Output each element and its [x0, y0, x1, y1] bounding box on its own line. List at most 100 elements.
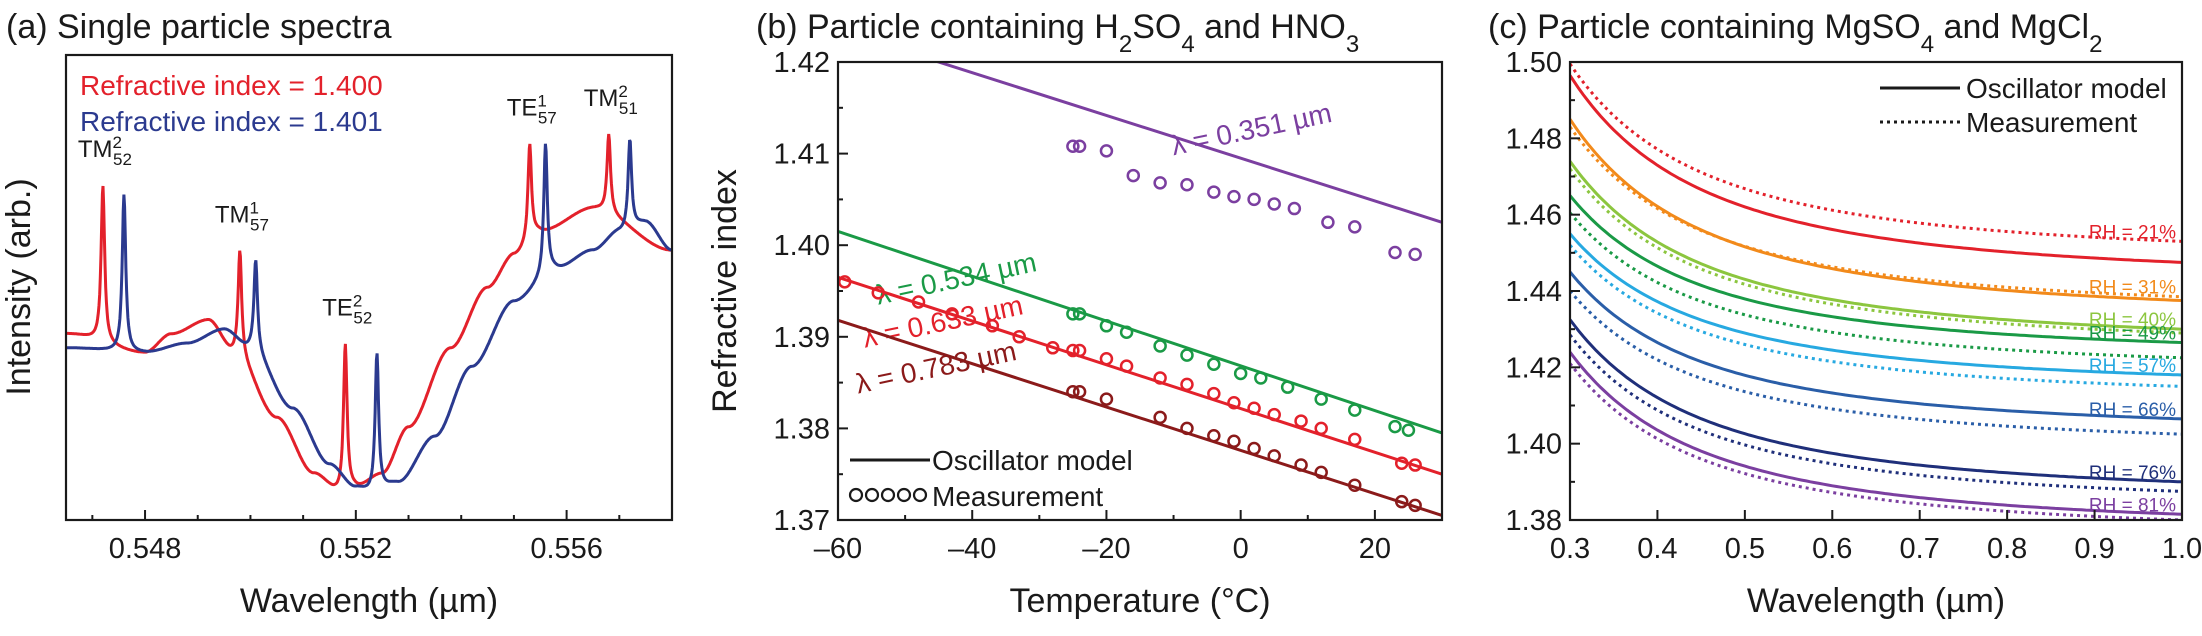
measurement-curve-6 — [1570, 333, 2182, 493]
panel-a-x-axis-label: Wavelength (µm) — [240, 582, 498, 620]
legend-oscillator-label: Oscillator model — [932, 445, 1133, 476]
y-tick-label: 1.38 — [1506, 505, 1562, 537]
measurement-point — [1408, 498, 1422, 513]
panel-c-wavelength: (c) Particle containing MgSO4 and MgCl2 … — [1488, 8, 2202, 620]
measurement-point — [1072, 139, 1087, 154]
measurement-point — [1099, 319, 1114, 333]
rh-label-0: RH = 21% — [2089, 222, 2176, 243]
measurement-point — [1287, 201, 1302, 216]
panel-c-legend: Oscillator model Measurement — [1880, 73, 2167, 138]
y-tick-label: 1.39 — [774, 322, 830, 354]
panel-a-peak-labels: TM2 52 TM1 57 TE2 52 TE1 57 TM2 51 — [78, 82, 638, 327]
measurement-point — [1066, 307, 1080, 321]
measurement-point — [1267, 407, 1281, 422]
model-line-2 — [838, 275, 1442, 476]
measurement-point — [1314, 465, 1328, 480]
rh-label-3: RH = 49% — [2089, 324, 2176, 345]
measurement-point — [911, 295, 926, 309]
x-tick-label: 0.8 — [1987, 533, 2027, 565]
peak-label-te2-52: TE2 52 — [322, 291, 372, 327]
measurement-point — [1348, 478, 1362, 492]
measurement-point — [1321, 215, 1335, 230]
measurement-point — [1207, 185, 1221, 199]
panel-b-plot-area: λ = 0.351 µmλ = 0.534 µmλ = 0.633 µmλ = … — [837, 62, 1442, 517]
legend-blue-label: Refractive index = 1.401 — [80, 106, 383, 137]
measurement-point — [1408, 247, 1422, 262]
panel-b-title: (b) Particle containing H2SO4 and HNO3 — [756, 8, 1359, 58]
panel-a-title: (a) Single particle spectra — [6, 8, 392, 46]
panel-b-y-axis-label: Refractive index — [706, 169, 744, 413]
measurement-point — [1267, 197, 1281, 211]
legend-measurement-label: Measurement — [932, 481, 1103, 512]
measurement-point — [1388, 419, 1402, 434]
peak-label-te1-57: TE1 57 — [507, 91, 557, 127]
spectrum-line-n1401 — [66, 139, 672, 488]
model-line-0 — [933, 62, 1442, 224]
measurement-point — [1247, 192, 1261, 207]
measurement-point — [1348, 432, 1362, 447]
y-tick-label: 1.44 — [1506, 276, 1562, 308]
measurement-point — [1153, 176, 1167, 190]
measurement-point — [1153, 410, 1167, 425]
measurement-curve-7 — [1570, 362, 2182, 520]
y-tick-label: 1.41 — [774, 139, 830, 171]
legend-measurement-label-c: Measurement — [1966, 107, 2137, 138]
measurement-curve-1 — [1570, 126, 2182, 299]
measurement-curve-4 — [1570, 244, 2182, 388]
measurement-point — [1227, 434, 1241, 448]
measurement-point — [1153, 371, 1167, 385]
panel-a-x-ticks: 0.548 0.552 0.556 — [91, 510, 621, 565]
y-tick-label: 1.48 — [1506, 123, 1562, 155]
measurement-point — [1207, 386, 1221, 401]
measurement-point — [1072, 307, 1087, 321]
measurement-point — [1233, 366, 1248, 381]
x-tick-label: 0.552 — [320, 533, 393, 565]
y-tick-label: 1.37 — [774, 505, 830, 537]
x-tick-label: –40 — [948, 533, 996, 565]
legend-circle-marker — [880, 487, 896, 503]
y-tick-label: 1.38 — [774, 413, 830, 445]
panel-a-y-axis-label: Intensity (arb.) — [0, 178, 38, 395]
panel-b-temperature: (b) Particle containing H2SO4 and HNO3 λ… — [706, 8, 1444, 620]
model-curve-7 — [1570, 351, 2182, 516]
x-tick-label: 0.3 — [1550, 533, 1590, 565]
legend-circle-marker — [896, 487, 912, 503]
x-tick-label: 0.6 — [1812, 533, 1852, 565]
measurement-point — [1119, 359, 1134, 373]
measurement-point — [1066, 139, 1080, 154]
measurement-point — [1066, 343, 1080, 358]
peak-label-tm1-57: TM1 57 — [215, 198, 269, 234]
measurement-point — [1227, 396, 1241, 410]
y-tick-label: 1.42 — [774, 47, 830, 79]
y-tick-label: 1.46 — [1506, 200, 1562, 232]
series-label-0: λ = 0.351 µm — [1168, 97, 1334, 161]
model-curve-4 — [1570, 232, 2182, 377]
measurement-curve-2 — [1570, 167, 2182, 335]
x-tick-label: –60 — [814, 533, 862, 565]
measurement-point — [1227, 189, 1241, 204]
measurement-point — [1099, 352, 1114, 366]
x-tick-label: 0.9 — [2074, 533, 2114, 565]
y-tick-label: 1.50 — [1506, 47, 1562, 79]
measurement-point — [1348, 220, 1362, 234]
rh-label-2: RH = 40% — [2089, 310, 2176, 331]
measurement-point — [985, 319, 1000, 333]
measurement-point — [1408, 458, 1422, 472]
x-tick-label: 1.0 — [2162, 533, 2202, 565]
measurement-point — [1388, 245, 1402, 260]
measurement-point — [1294, 414, 1308, 428]
panel-c-ticks: 0.3 0.4 0.5 0.6 0.7 0.8 0.9 1.0 1.38 1.40 1.42 1.44… — [1506, 47, 2202, 565]
model-curve-3 — [1570, 194, 2182, 344]
measurement-point — [1126, 168, 1141, 183]
measurement-point — [1394, 494, 1409, 509]
measurement-point — [1314, 392, 1328, 406]
measurement-curve-5 — [1570, 290, 2182, 436]
panel-a-plot-area — [66, 133, 672, 488]
panel-c-plot-area: RH = 21% RH = 31% RH = 40%RH = 49% RH = 57%… — [1570, 63, 2182, 520]
measurement-curve-3 — [1570, 211, 2182, 360]
panel-a-single-particle-spectra: (a) Single particle spectra 0.548 0.552 0.… — [0, 8, 674, 620]
measurement-point — [1180, 377, 1194, 392]
measurement-point — [1294, 458, 1308, 472]
measurement-point — [1254, 371, 1268, 385]
